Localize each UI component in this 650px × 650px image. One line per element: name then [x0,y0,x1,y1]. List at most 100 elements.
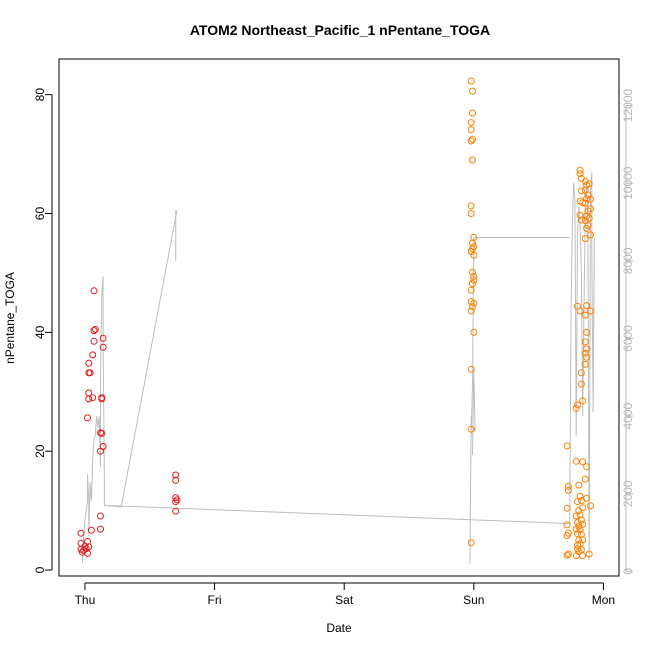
y-tick-label: 40 [33,325,47,339]
data-point [577,187,585,195]
data-point [97,525,104,533]
data-point [575,481,583,489]
data-point [583,195,591,203]
data-point [579,458,587,466]
data-point [90,327,98,335]
x-axis-label: Date [326,621,352,635]
data-point [576,170,584,178]
data-point [583,494,591,502]
data-point [89,394,97,402]
y2-tick-label: 2000 [621,480,635,507]
data-point [85,543,93,551]
plot-area: 0 20 40 60 80 0 2000 4000 6000 8000 10000 12000 Thu F… [33,58,635,607]
data-point [469,239,476,247]
data-point [572,512,580,520]
data-point [467,202,475,210]
data-point [467,286,475,294]
y2-tick-label: 6000 [621,325,635,352]
data-point [572,404,580,412]
data-point [579,397,587,405]
data-point [89,351,97,359]
data-point [564,486,572,494]
altitude-line [81,210,178,564]
data-point [172,476,180,484]
y-tick-label: 20 [33,444,47,458]
data-point [470,273,478,280]
data-point [469,156,476,164]
y-tick-label: 60 [33,207,47,221]
y-axis-label: nPentane_TOGA [3,272,17,364]
data-point [172,471,180,479]
data-point [585,550,593,558]
data-point [563,442,571,450]
y2-tick-label: 4000 [621,402,635,429]
data-point [85,389,93,397]
data-point [99,343,107,351]
data-point [577,380,585,388]
data-point [572,457,580,465]
y2-tick-label: 10000 [621,166,635,200]
data-point [583,328,591,336]
data-point [576,166,584,174]
data-point [467,210,475,217]
data-point [583,345,591,353]
data-point [587,231,594,239]
data-point [469,87,476,95]
data-point [84,414,91,422]
data-point [587,205,594,213]
plot-frame [58,58,620,577]
altitude-line [104,171,595,560]
data-point [581,475,589,483]
data-point [467,126,475,134]
data-point [90,337,98,345]
data-point [585,214,593,222]
data-point [575,536,583,544]
data-point [577,216,585,224]
x-tick-label: Sun [463,593,484,607]
x-tick-label: Mon [592,593,615,607]
data-point [85,395,93,403]
data-point [587,307,594,315]
data-point [469,280,476,288]
data-point [470,328,478,336]
data-point [85,359,93,367]
data-point [576,211,584,219]
data-point [577,516,585,524]
data-point [563,521,571,529]
data-point [90,287,98,295]
data-point [467,425,475,433]
data-point [87,526,95,534]
data-point [574,401,581,409]
data-point [470,276,478,284]
data-point [469,135,476,143]
y-tick-label: 0 [33,566,47,573]
data-point [583,463,591,471]
data-point [98,395,106,403]
data-point [563,551,571,559]
data-point [585,180,593,188]
data-point [576,307,584,315]
data-point [583,353,591,361]
data-point [581,199,589,207]
data-point [467,307,475,315]
data-point [98,429,106,437]
data-point [86,369,94,377]
y-tick-label: 80 [33,88,47,102]
y2-tick-label: 0 [621,568,635,575]
data-point [467,365,475,373]
data-point [91,325,99,333]
x-tick-label: Sat [335,593,354,607]
data-point [581,338,589,346]
data-point [587,195,594,203]
data-point [587,502,594,510]
data-point [576,526,584,534]
chart-title: ATOM2 Northeast_Pacific_1 nPentane_TOGA [190,22,490,38]
data-point [581,311,589,319]
data-point [470,251,478,259]
data-point [581,235,589,242]
data-point [469,268,476,276]
data-point [173,496,181,504]
data-point [469,303,476,311]
data-point [470,299,478,307]
